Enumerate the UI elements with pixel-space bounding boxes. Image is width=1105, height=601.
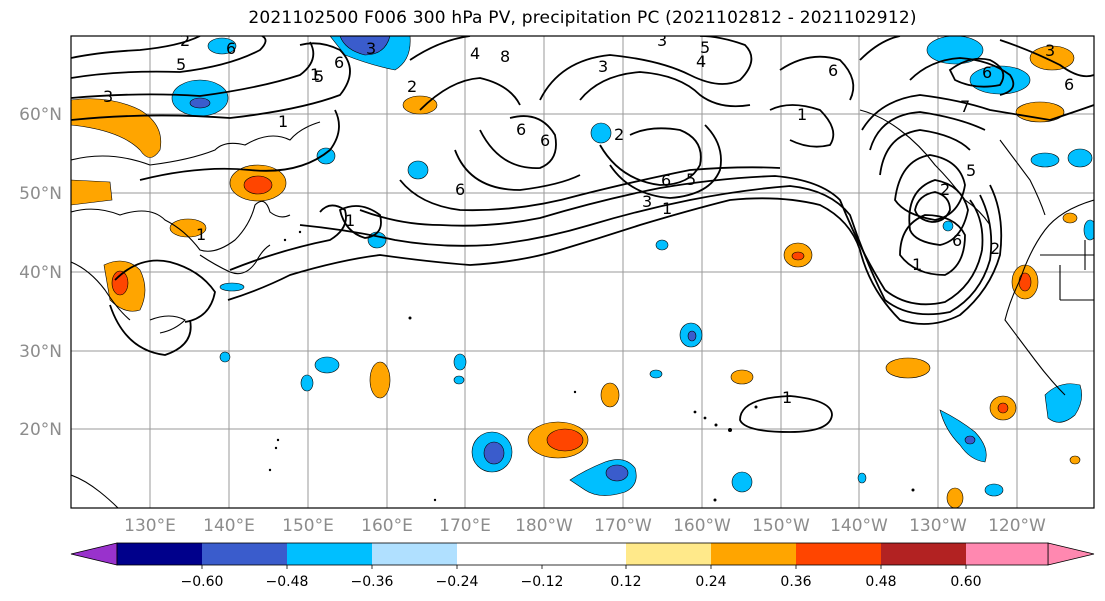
lon-label: 150°E bbox=[282, 516, 334, 536]
colorbar-tick-label: 0.36 bbox=[780, 574, 811, 590]
contour-label: 4 bbox=[696, 52, 706, 71]
colorbar-tick-label: 0.48 bbox=[865, 574, 896, 590]
colorbar-tick-label: −0.24 bbox=[436, 574, 479, 590]
colorbar-extend-low bbox=[70, 542, 118, 566]
colorbar-segment bbox=[966, 543, 1048, 565]
colorbar-segment bbox=[457, 543, 542, 565]
contour-label: 1 bbox=[278, 112, 288, 131]
contour-label: 1 bbox=[345, 211, 355, 230]
lat-label: 60°N bbox=[19, 105, 62, 125]
colorbar-segment bbox=[372, 543, 457, 565]
colorbar-segment bbox=[542, 543, 626, 565]
contour-label: 6 bbox=[226, 39, 236, 58]
lat-label: 20°N bbox=[19, 420, 62, 440]
contour-label: 3 bbox=[1045, 41, 1055, 60]
lon-label: 130°E bbox=[124, 516, 176, 536]
colorbar-segment bbox=[711, 543, 796, 565]
contour-label: 3 bbox=[657, 31, 667, 50]
latitude-labels: 60°N 50°N 40°N 30°N 20°N bbox=[19, 105, 62, 440]
contour-label: 2 bbox=[180, 31, 190, 50]
contour-label: 6 bbox=[516, 120, 526, 139]
contour-label: 8 bbox=[500, 47, 510, 66]
contour-label: 6 bbox=[455, 180, 465, 199]
contour-label: 6 bbox=[982, 63, 992, 82]
map-frame bbox=[70, 35, 1095, 509]
contour-label: 2 bbox=[990, 239, 1000, 258]
contour-label: 6 bbox=[828, 61, 838, 80]
contour-label: 3 bbox=[103, 87, 113, 106]
precip-negative-blobs bbox=[171, 36, 1094, 497]
lon-label: 170°E bbox=[439, 516, 491, 536]
contour-label: 6 bbox=[334, 53, 344, 72]
contour-label: 1 bbox=[782, 388, 792, 407]
contour-label: 1 bbox=[912, 255, 922, 274]
contour-label: 5 bbox=[314, 67, 324, 86]
colorbar-segment bbox=[881, 543, 966, 565]
contour-label: 6 bbox=[952, 231, 962, 250]
colorbar-extend-high bbox=[1047, 542, 1095, 566]
colorbar-segment bbox=[796, 543, 881, 565]
contour-label: 6 bbox=[661, 171, 671, 190]
contour-label: 1 bbox=[797, 105, 807, 124]
map-title: 2021102500 F006 300 hPa PV, precipitatio… bbox=[248, 8, 917, 28]
contour-label: 6 bbox=[540, 131, 550, 150]
colorbar-tick-label: 0.60 bbox=[950, 574, 981, 590]
longitude-labels: 130°E 140°E 150°E 160°E 170°E 180°W 170°… bbox=[124, 516, 1046, 536]
colorbar-frame bbox=[116, 542, 1049, 566]
islands bbox=[268, 230, 915, 502]
lat-label: 30°N bbox=[19, 342, 62, 362]
contour-label: 3 bbox=[366, 39, 376, 58]
lon-label: 160°E bbox=[361, 516, 413, 536]
contour-label: 5 bbox=[176, 55, 186, 74]
lon-label: 160°W bbox=[673, 516, 731, 536]
contour-label: 1 bbox=[310, 65, 320, 84]
contour-label: 5 bbox=[966, 161, 976, 180]
pv-contours bbox=[71, 36, 1094, 433]
colorbar-tick-label: 0.24 bbox=[695, 574, 726, 590]
contour-label: 3 bbox=[598, 57, 608, 76]
lon-label: 120°W bbox=[988, 516, 1046, 536]
lon-label: 170°W bbox=[594, 516, 652, 536]
colorbar-segment bbox=[626, 543, 711, 565]
contour-label: 6 bbox=[1064, 75, 1074, 94]
contour-label: 5 bbox=[686, 170, 696, 189]
colorbar-ticks: −0.60 −0.48 −0.36 −0.24 −0.12 0.12 0.24 … bbox=[181, 574, 982, 590]
contour-label: 2 bbox=[407, 77, 417, 96]
colorbar-tick-label: −0.60 bbox=[181, 574, 224, 590]
contour-label: 4 bbox=[470, 44, 480, 63]
lon-label: 140°W bbox=[830, 516, 888, 536]
lat-label: 50°N bbox=[19, 184, 62, 204]
colorbar: −0.60 −0.48 −0.36 −0.24 −0.12 0.12 0.24 … bbox=[70, 542, 1095, 590]
colorbar-segment bbox=[287, 543, 372, 565]
contour-label: 2 bbox=[940, 180, 950, 199]
contour-label: 1 bbox=[196, 225, 206, 244]
lon-label: 130°W bbox=[909, 516, 967, 536]
contour-label: 5 bbox=[700, 38, 710, 57]
colorbar-tick-label: −0.12 bbox=[521, 574, 564, 590]
lon-label: 150°W bbox=[752, 516, 810, 536]
colorbar-tick-label: −0.36 bbox=[351, 574, 394, 590]
lon-label: 140°E bbox=[203, 516, 255, 536]
colorbar-segment bbox=[117, 543, 202, 565]
colorbar-tick-label: −0.48 bbox=[266, 574, 309, 590]
contour-label: 7 bbox=[960, 97, 970, 116]
contour-label: 1 bbox=[662, 199, 672, 218]
contour-label: 3 bbox=[642, 192, 652, 211]
lat-label: 40°N bbox=[19, 263, 62, 283]
colorbar-tick-label: 0.12 bbox=[610, 574, 641, 590]
contour-label: 2 bbox=[614, 125, 624, 144]
colorbar-segment bbox=[202, 543, 287, 565]
pv-contour-labels: 6 5 3 1 2 6 5 2 3 4 3 1 8 6 1 6 6 5 2 3 … bbox=[103, 31, 1074, 407]
lon-label: 180°W bbox=[515, 516, 573, 536]
